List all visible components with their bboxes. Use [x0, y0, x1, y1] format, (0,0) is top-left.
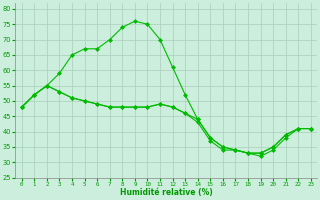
X-axis label: Humidité relative (%): Humidité relative (%): [120, 188, 213, 197]
